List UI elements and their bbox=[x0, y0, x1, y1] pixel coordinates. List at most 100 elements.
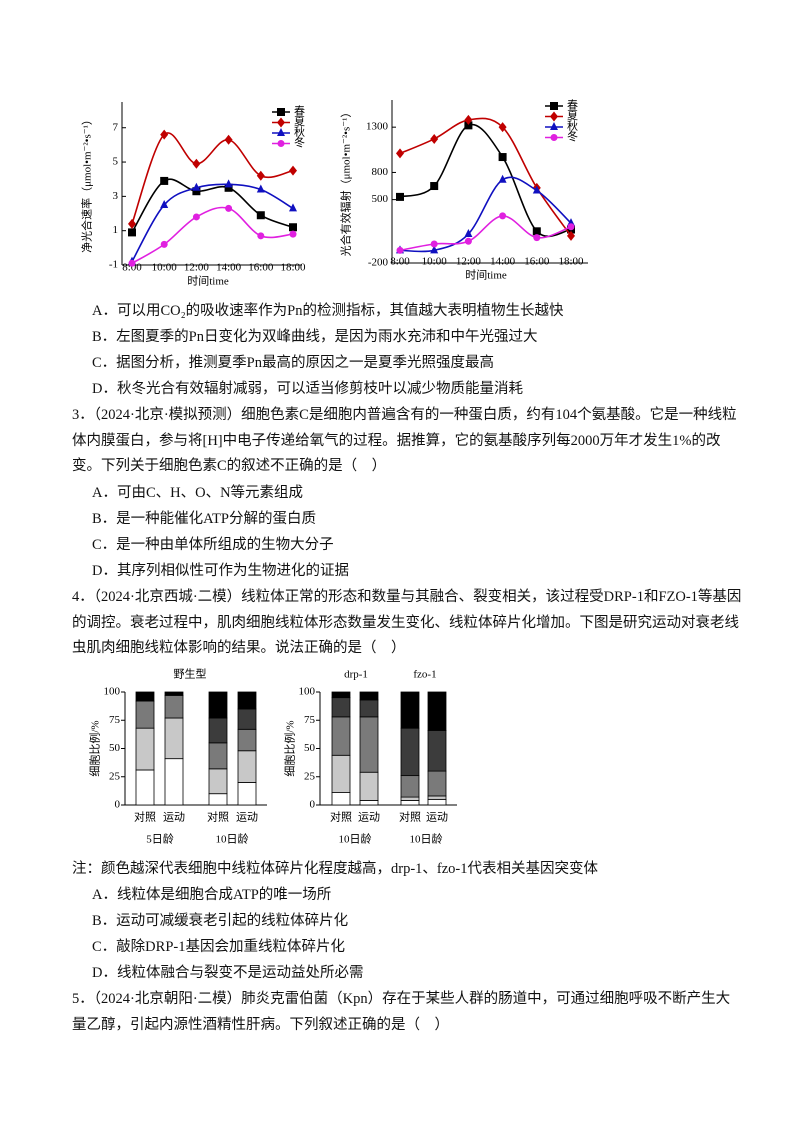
marker bbox=[160, 129, 169, 140]
y-tick-label: -200 bbox=[368, 257, 389, 269]
y-tick-label: 3 bbox=[113, 190, 119, 202]
bar-segment bbox=[400, 796, 420, 801]
x-tick-label: 对照 bbox=[399, 810, 421, 824]
panel-title: drp-1 bbox=[344, 669, 368, 681]
figure-1: -1 1 3 5 7 8:00 10:00 12:00 14:00 16:00 18:00 时间tim… bbox=[80, 99, 588, 288]
bar-segment bbox=[359, 716, 379, 773]
marker bbox=[550, 134, 558, 141]
option: D．秋冬光合有效辐射减弱，可以适当修剪枝叶以减少物质能量消耗 bbox=[92, 381, 523, 397]
marker bbox=[396, 246, 404, 254]
marker bbox=[498, 122, 507, 133]
option: B．运动可减缓衰老引起的线粒体碎片化 bbox=[92, 913, 349, 929]
bar-segment bbox=[237, 708, 257, 730]
marker bbox=[533, 234, 541, 242]
y-tick-label: 1300 bbox=[366, 121, 389, 133]
legend-label: 春 bbox=[294, 105, 305, 118]
y-tick-label: 800 bbox=[372, 166, 389, 178]
bar-segment bbox=[400, 775, 420, 798]
option: D．其序列相似性可作为生物进化的证据 bbox=[92, 563, 349, 579]
marker bbox=[277, 140, 285, 147]
marker bbox=[550, 111, 558, 122]
figure-note: 注：颜色越深代表细胞中线粒体碎片化程度越高，drp-1、fzo-1代表相关基因突… bbox=[72, 861, 598, 877]
marker bbox=[430, 245, 439, 254]
legend-label: 秋 bbox=[294, 125, 305, 139]
y-tick-label: 75 bbox=[304, 714, 316, 726]
panel-title: fzo-1 bbox=[413, 669, 436, 681]
marker bbox=[289, 223, 297, 232]
x-tick-label: 12:00 bbox=[456, 256, 482, 268]
y-tick-label: 75 bbox=[109, 714, 121, 726]
marker bbox=[567, 230, 575, 241]
y-axis-label: 细胞比例/% bbox=[283, 720, 297, 776]
marker bbox=[277, 108, 285, 116]
option: B．是一种能催化ATP分解的蛋白质 bbox=[92, 511, 316, 527]
x-axis-label: 时间time bbox=[465, 269, 507, 282]
y-tick-label: 100 bbox=[299, 686, 316, 698]
marker bbox=[257, 232, 265, 240]
series-line bbox=[399, 117, 572, 237]
group-label: 10日龄 bbox=[216, 832, 249, 846]
series-line bbox=[399, 176, 572, 253]
x-tick-label: 运动 bbox=[163, 811, 185, 824]
bar-segment bbox=[237, 750, 257, 783]
panel-title: 野生型 bbox=[174, 667, 207, 681]
x-tick-label: 18:00 bbox=[558, 256, 584, 268]
y-tick-label: 0 bbox=[115, 799, 121, 811]
option: C．是一种由单体所组成的生物大分子 bbox=[92, 537, 334, 553]
question-stem: 5．（2024·北京朝阳·二模）肺炎克雷伯菌（Kpn）存在于某些人群的肠道中，可… bbox=[72, 991, 731, 1033]
bar-segment bbox=[164, 691, 184, 696]
marker bbox=[499, 212, 507, 220]
marker bbox=[277, 128, 285, 136]
marker bbox=[289, 203, 297, 212]
marker bbox=[532, 185, 541, 194]
x-tick-label: 对照 bbox=[207, 810, 229, 824]
marker bbox=[128, 259, 136, 267]
x-tick-label: 10:00 bbox=[152, 262, 178, 274]
marker bbox=[256, 211, 265, 220]
marker bbox=[225, 204, 233, 212]
marker bbox=[550, 102, 558, 110]
x-tick-label: 8:00 bbox=[122, 262, 142, 274]
y-tick-label: 25 bbox=[304, 770, 316, 782]
group-label: 5日龄 bbox=[146, 832, 174, 846]
bar-segment bbox=[237, 691, 257, 710]
marker bbox=[430, 240, 438, 248]
bar-segment bbox=[164, 694, 184, 719]
marker bbox=[224, 183, 233, 192]
bar-segment bbox=[135, 769, 155, 806]
option: C．敲除DRP-1基因会加重线粒体碎片化 bbox=[92, 939, 345, 955]
bar-segment bbox=[331, 792, 351, 806]
x-tick-label: 14:00 bbox=[216, 262, 242, 274]
marker bbox=[464, 237, 472, 245]
y-tick-label: 0 bbox=[310, 799, 316, 811]
bar-segment bbox=[427, 770, 447, 797]
marker bbox=[550, 122, 558, 130]
bar-segment bbox=[427, 730, 447, 772]
marker bbox=[464, 229, 473, 238]
y-tick-label: 100 bbox=[104, 686, 121, 698]
series-line bbox=[399, 123, 572, 237]
bar-segment bbox=[427, 691, 447, 731]
bar-segment bbox=[208, 691, 228, 719]
bar-segment bbox=[427, 795, 447, 800]
group-label: 10日龄 bbox=[339, 832, 372, 846]
legend-label: 秋 bbox=[567, 119, 578, 133]
marker bbox=[464, 114, 473, 125]
marker bbox=[396, 148, 404, 159]
y-tick-label: 1 bbox=[113, 224, 119, 236]
bar-segment bbox=[331, 716, 351, 756]
x-tick-label: 14:00 bbox=[490, 256, 516, 268]
bar-segment bbox=[331, 691, 351, 699]
y-axis-label: 细胞比例/% bbox=[88, 720, 102, 776]
x-tick-label: 运动 bbox=[358, 811, 380, 824]
marker bbox=[430, 182, 439, 191]
series-line bbox=[399, 215, 572, 252]
marker bbox=[289, 230, 297, 238]
marker bbox=[256, 170, 265, 181]
bar-segment bbox=[359, 699, 379, 718]
marker bbox=[192, 158, 201, 169]
x-tick-label: 运动 bbox=[236, 811, 258, 824]
marker bbox=[430, 133, 439, 144]
y-tick-label: 50 bbox=[304, 742, 316, 754]
marker bbox=[160, 240, 168, 248]
